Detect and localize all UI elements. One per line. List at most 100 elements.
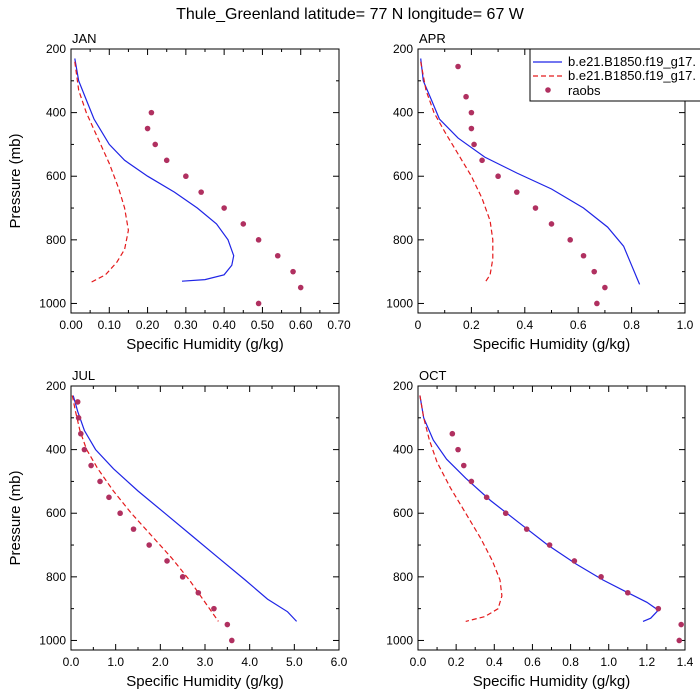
jul-y-tick-label: 400 xyxy=(46,443,66,457)
apr-raobs-point xyxy=(548,221,555,227)
apr-x-tick-label: 0.2 xyxy=(463,318,480,332)
jul-raobs-point xyxy=(81,446,88,453)
jan-series-dashed xyxy=(74,61,130,284)
jan-y-axis-label: Pressure (mb) xyxy=(7,133,24,228)
jul-series-solid xyxy=(72,395,298,622)
apr-raobs-point xyxy=(567,237,573,243)
jan-series-solid xyxy=(74,58,235,282)
jul-raobs-point xyxy=(75,415,82,421)
apr-series-solid xyxy=(420,58,641,285)
oct-panel-label: OCT xyxy=(419,368,447,383)
jul-raobs-point xyxy=(229,637,235,644)
jul-raobs-point xyxy=(97,478,103,485)
oct-raobs-point xyxy=(546,542,553,548)
apr-raobs-point xyxy=(495,173,501,180)
apr-y-tick-label: 400 xyxy=(393,106,413,120)
oct-raobs-point xyxy=(678,621,684,628)
oct-raobs-point xyxy=(676,637,683,644)
jul-y-axis-label: Pressure (mb) xyxy=(7,470,24,565)
jan-raobs-point xyxy=(183,173,189,180)
apr-raobs-point xyxy=(468,125,475,132)
oct-raobs-point xyxy=(483,494,490,501)
apr-x-tick-label: 0.6 xyxy=(570,318,587,332)
apr-panel-label: APR xyxy=(419,31,446,46)
panel-jan: 0.00 0.10 0.20 0.30 0.40 0.50 0.60 0.70 200 400 60… xyxy=(7,31,351,353)
oct-y-tick-label: 400 xyxy=(393,443,413,457)
apr-raobs-point xyxy=(513,189,520,195)
jan-raobs-point xyxy=(297,284,304,291)
apr-raobs-point xyxy=(580,252,587,259)
jan-raobs-point xyxy=(198,189,204,195)
jul-raobs-point xyxy=(146,542,152,548)
apr-raobs-point xyxy=(591,268,598,275)
jan-raobs-point xyxy=(274,252,281,259)
legend-label-dashed: b.e21.B1850.f19_g17. xyxy=(568,68,696,83)
oct-raobs-point xyxy=(624,589,631,596)
jan-raobs-point xyxy=(152,141,159,148)
jul-raobs-point xyxy=(74,399,81,405)
panel-jul: 0.0 1.0 2.0 3.0 4.0 5.0 6.0 200 400 600 800 1000 JUL… xyxy=(7,368,348,690)
jan-raobs-point xyxy=(221,205,227,211)
oct-x-tick-label: 0.8 xyxy=(562,655,579,669)
legend-label-solid: b.e21.B1850.f19_g17. xyxy=(568,54,696,69)
oct-x-tick-label: 1.0 xyxy=(600,655,617,669)
jul-x-tick-label: 5.0 xyxy=(286,655,303,669)
jan-y-tick-label: 200 xyxy=(46,42,66,56)
oct-x-tick-label: 1.4 xyxy=(677,655,694,669)
jan-x-tick-label: 0.50 xyxy=(251,318,275,332)
oct-series-dashed xyxy=(419,395,503,622)
jan-x-tick-label: 0.20 xyxy=(136,318,160,332)
jan-x-axis-label: Specific Humidity (g/kg) xyxy=(126,336,284,353)
panel-apr: 0 0.2 0.4 0.6 0.8 1.0 200 400 600 800 1000 APR Speci… xyxy=(386,31,693,353)
jan-x-tick-label: 0.00 xyxy=(59,318,83,332)
jul-raobs-point xyxy=(88,462,94,469)
apr-y-tick-label: 1000 xyxy=(386,296,413,310)
oct-raobs-point xyxy=(455,446,461,453)
jul-raobs-point xyxy=(78,430,84,437)
jul-y-tick-label: 1000 xyxy=(39,633,66,647)
jul-raobs-point xyxy=(195,589,202,596)
apr-raobs-point xyxy=(602,284,608,291)
jul-raobs-point xyxy=(179,574,186,580)
apr-x-tick-label: 1.0 xyxy=(677,318,694,332)
panel-oct: 0.0 0.2 0.4 0.6 0.8 1.0 1.2 1.4 200 400 600 800 1000… xyxy=(386,368,693,690)
jan-x-tick-label: 0.70 xyxy=(327,318,351,332)
jul-y-tick-label: 600 xyxy=(46,506,66,520)
jan-panel-label: JAN xyxy=(72,31,97,46)
apr-series-dashed xyxy=(420,61,494,284)
oct-raobs-point xyxy=(598,574,604,580)
jul-y-tick-label: 800 xyxy=(46,570,66,584)
apr-y-tick-label: 800 xyxy=(393,233,413,247)
jan-raobs-point xyxy=(255,237,262,243)
jul-series-dashed xyxy=(71,395,219,622)
apr-raobs-point xyxy=(532,205,539,211)
apr-x-tick-label: 0.8 xyxy=(623,318,640,332)
oct-series-solid xyxy=(419,395,660,622)
oct-x-tick-label: 0.4 xyxy=(486,655,503,669)
jan-raobs-point xyxy=(240,221,247,227)
oct-raobs-point xyxy=(460,462,467,469)
jan-y-tick-label: 1000 xyxy=(39,296,66,310)
oct-x-tick-label: 0.6 xyxy=(524,655,541,669)
jul-panel-label: JUL xyxy=(72,368,95,383)
apr-raobs-point xyxy=(463,93,469,100)
oct-plot-frame xyxy=(417,385,686,651)
legend: b.e21.B1850.f19_g17. b.e21.B1850.f19_g17… xyxy=(529,48,700,102)
oct-raobs-point xyxy=(468,478,475,485)
jan-x-tick-label: 0.30 xyxy=(174,318,198,332)
jul-x-tick-label: 6.0 xyxy=(331,655,348,669)
oct-y-tick-label: 800 xyxy=(393,570,413,584)
oct-raobs-point xyxy=(571,558,578,564)
oct-raobs-point xyxy=(449,430,456,437)
jul-raobs-point xyxy=(224,621,231,628)
apr-raobs-point xyxy=(479,157,485,164)
oct-x-tick-label: 0.0 xyxy=(410,655,427,669)
jan-x-tick-label: 0.40 xyxy=(212,318,236,332)
apr-raobs-point xyxy=(471,141,477,148)
jan-y-tick-label: 800 xyxy=(46,233,66,247)
jan-plot-frame xyxy=(70,48,340,314)
legend-box xyxy=(529,48,700,102)
jan-y-tick-label: 400 xyxy=(46,106,66,120)
legend-label-raobs: raobs xyxy=(568,83,601,98)
